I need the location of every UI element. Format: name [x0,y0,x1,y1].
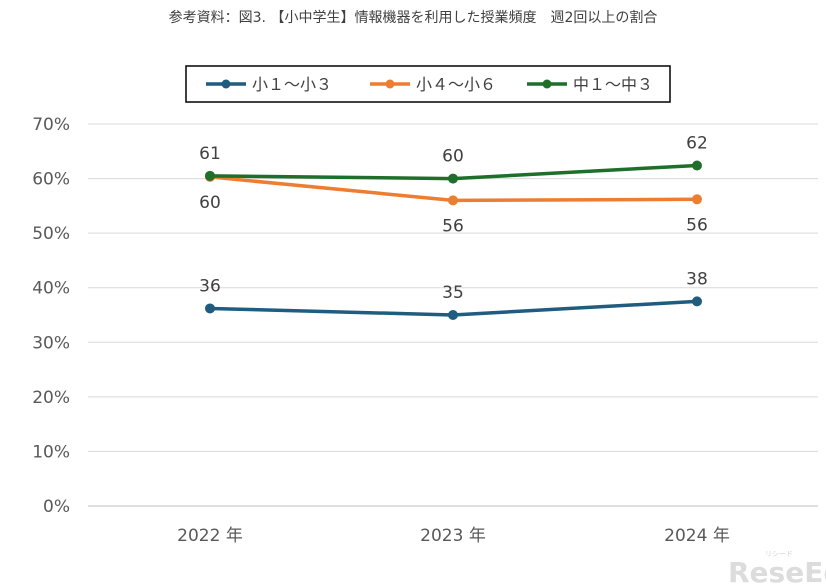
data-point [448,195,458,206]
data-label: 38 [686,269,708,289]
legend-swatch-marker [385,79,395,89]
y-tick-label: 40% [32,279,70,299]
x-axis-ticks: 2022 年 2023 年 2024 年 [177,526,730,546]
y-tick-label: 10% [32,442,70,462]
data-label: 61 [199,144,221,164]
data-label: 60 [442,147,464,167]
legend-swatch-marker [221,79,231,89]
legend: 小１～小３ 小４～小６ 中１～中３ [185,65,671,103]
y-tick-label: 30% [32,333,70,353]
data-label: 60 [199,193,221,213]
legend-item: 小４～小６ [370,75,496,94]
data-label: 56 [686,215,708,235]
data-label: 56 [442,216,464,236]
data-point [448,173,458,184]
data-label: 36 [199,276,221,296]
data-point [692,296,702,307]
watermark-logo-subtext: リシード [765,550,793,558]
chart-title: 参考資料：図3. 【小中学生】情報機器を利用した授業頻度 週2回以上の割合 [169,9,658,26]
series-1: 36 35 38 [199,269,708,320]
legend-label: 小４～小６ [416,75,496,94]
y-tick-label: 60% [32,170,70,190]
x-tick-label: 2024 年 [664,526,730,546]
y-tick-label: 50% [32,224,70,244]
legend-item: 中１～中３ [527,75,653,94]
series-layer: 36 35 38 60 56 56 61 60 62 [199,133,708,320]
series-3: 61 60 62 [199,133,708,184]
data-label: 62 [686,133,708,153]
y-tick-label: 70% [32,115,70,135]
data-point [448,310,458,320]
legend-box [185,65,671,103]
data-point [692,194,702,205]
x-tick-label: 2023 年 [420,526,486,546]
legend-label: 中１～中３ [573,75,653,94]
data-label: 35 [442,283,464,303]
y-axis-ticks: 0% 10% 20% 30% 40% 50% 60% 70% [32,115,70,517]
data-point [205,170,215,181]
data-point [692,160,702,171]
data-point [205,303,215,314]
x-tick-label: 2022 年 [177,526,243,546]
legend-item: 小１～小３ [206,75,332,94]
legend-swatch-marker [542,79,552,89]
watermark-logo-text: ReseEd [728,556,826,588]
y-tick-label: 0% [43,497,70,517]
legend-label: 小１～小３ [252,75,332,94]
resed-logo-watermark: ReseEd リシード [728,550,826,588]
y-tick-label: 20% [32,388,70,408]
